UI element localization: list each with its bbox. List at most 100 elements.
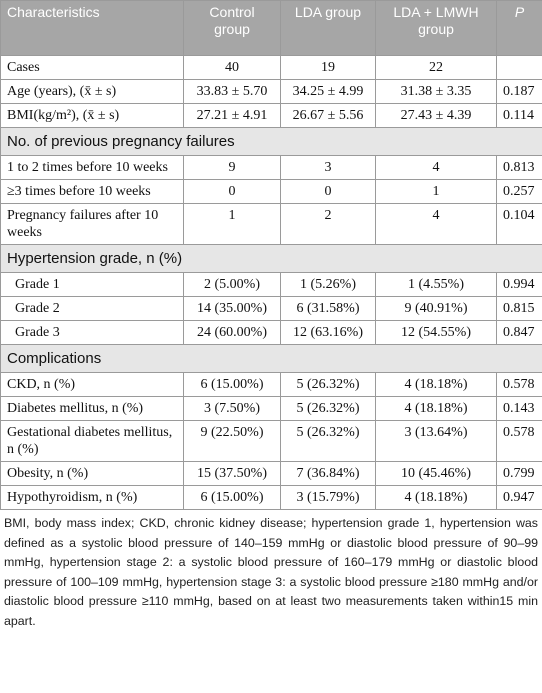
header-cell: Characteristics	[0, 0, 184, 56]
cell: 0.815	[496, 296, 542, 321]
cell: 3	[280, 155, 376, 180]
header-cell: LDA + LMWH group	[375, 0, 497, 56]
data-table: Characteristics Control group LDA group LDA…	[0, 0, 542, 510]
cell: 3 (7.50%)	[183, 396, 281, 421]
cell: 9 (40.91%)	[375, 296, 497, 321]
table-row: Cases 40 19 22	[0, 55, 542, 80]
cell: 22	[375, 55, 497, 80]
cell: 4	[375, 203, 497, 245]
cell: 0	[280, 179, 376, 204]
cell: 14 (35.00%)	[183, 296, 281, 321]
cell: 15 (37.50%)	[183, 461, 281, 486]
table-row: Grade 2 14 (35.00%) 6 (31.58%) 9 (40.91%) 0.…	[0, 296, 542, 321]
cell: 0.799	[496, 461, 542, 486]
cell: 6 (15.00%)	[183, 372, 281, 397]
cell: 0.257	[496, 179, 542, 204]
cell: 1	[183, 203, 281, 245]
cell: 1	[375, 179, 497, 204]
cell: 24 (60.00%)	[183, 320, 281, 345]
section-header: Hypertension grade, n (%)	[0, 244, 542, 273]
row-label: Grade 1	[0, 272, 184, 297]
row-label: Grade 3	[0, 320, 184, 345]
cell: 0.578	[496, 420, 542, 462]
table-row: Hypertension grade, n (%)	[0, 244, 542, 273]
row-label: 1 to 2 times before 10 weeks	[0, 155, 184, 180]
cell: 0.578	[496, 372, 542, 397]
page: Characteristics Control group LDA group LDA…	[0, 0, 542, 628]
cell: 6 (15.00%)	[183, 485, 281, 510]
table-row: Grade 3 24 (60.00%) 12 (63.16%) 12 (54.55%)…	[0, 320, 542, 345]
row-label: Diabetes mellitus, n (%)	[0, 396, 184, 421]
header-cell: LDA group	[280, 0, 376, 56]
cell: 31.38 ± 3.35	[375, 79, 497, 104]
row-label: Obesity, n (%)	[0, 461, 184, 486]
section-header: Complications	[0, 344, 542, 373]
header-cell: Control group	[183, 0, 281, 56]
cell: 5 (26.32%)	[280, 372, 376, 397]
row-label: CKD, n (%)	[0, 372, 184, 397]
cell: 4 (18.18%)	[375, 485, 497, 510]
cell: 0.947	[496, 485, 542, 510]
cell: 7 (36.84%)	[280, 461, 376, 486]
cell: 40	[183, 55, 281, 80]
row-label: Hypothyroidism, n (%)	[0, 485, 184, 510]
cell: 2	[280, 203, 376, 245]
table-row: Obesity, n (%) 15 (37.50%) 7 (36.84%) 10 (4…	[0, 461, 542, 486]
cell: 0.847	[496, 320, 542, 345]
table-row: No. of previous pregnancy failures	[0, 127, 542, 156]
cell: 12 (54.55%)	[375, 320, 497, 345]
section-header: No. of previous pregnancy failures	[0, 127, 542, 156]
cell: 10 (45.46%)	[375, 461, 497, 486]
table-body: Cases 40 19 22 Age (years), (x̄ ± s) 33.83 ± …	[0, 55, 542, 510]
row-label: Grade 2	[0, 296, 184, 321]
row-label: BMI(kg/m²), (x̄ ± s)	[0, 103, 184, 128]
cell: 6 (31.58%)	[280, 296, 376, 321]
table-row: Gestational diabetes mellitus, n (%) 9 (2…	[0, 420, 542, 462]
cell: 4	[375, 155, 497, 180]
cell: 9 (22.50%)	[183, 420, 281, 462]
footnote: BMI, body mass index; CKD, chronic kidne…	[4, 516, 538, 628]
cell: 4 (18.18%)	[375, 372, 497, 397]
cell: 4 (18.18%)	[375, 396, 497, 421]
cell: 9	[183, 155, 281, 180]
row-label: Gestational diabetes mellitus, n (%)	[0, 420, 184, 462]
table-row: ≥3 times before 10 weeks 0 0 1 0.257	[0, 179, 542, 204]
cell: 1 (4.55%)	[375, 272, 497, 297]
table-row: BMI(kg/m²), (x̄ ± s) 27.21 ± 4.91 26.67 ± …	[0, 103, 542, 128]
row-label: Cases	[0, 55, 184, 80]
cell: 33.83 ± 5.70	[183, 79, 281, 104]
cell: 27.43 ± 4.39	[375, 103, 497, 128]
table-row: Age (years), (x̄ ± s) 33.83 ± 5.70 34.25 ±…	[0, 79, 542, 104]
cell: 1 (5.26%)	[280, 272, 376, 297]
table-row: Diabetes mellitus, n (%) 3 (7.50%) 5 (26.3…	[0, 396, 542, 421]
cell: 0.994	[496, 272, 542, 297]
cell	[496, 55, 542, 80]
table-row: Hypothyroidism, n (%) 6 (15.00%) 3 (15.79%…	[0, 485, 542, 510]
header-cell: P	[496, 0, 542, 56]
cell: 0.114	[496, 103, 542, 128]
table-row: Pregnancy failures after 10 weeks 1 2 4 0.10…	[0, 203, 542, 245]
cell: 3 (15.79%)	[280, 485, 376, 510]
cell: 27.21 ± 4.91	[183, 103, 281, 128]
cell: 0.143	[496, 396, 542, 421]
cell: 0.813	[496, 155, 542, 180]
cell: 19	[280, 55, 376, 80]
cell: 0.187	[496, 79, 542, 104]
cell: 2 (5.00%)	[183, 272, 281, 297]
cell: 3 (13.64%)	[375, 420, 497, 462]
table-row: CKD, n (%) 6 (15.00%) 5 (26.32%) 4 (18.18%)…	[0, 372, 542, 397]
table-row: Complications	[0, 344, 542, 373]
row-label: Pregnancy failures after 10 weeks	[0, 203, 184, 245]
row-label: ≥3 times before 10 weeks	[0, 179, 184, 204]
cell: 5 (26.32%)	[280, 420, 376, 462]
cell: 5 (26.32%)	[280, 396, 376, 421]
cell: 26.67 ± 5.56	[280, 103, 376, 128]
row-label: Age (years), (x̄ ± s)	[0, 79, 184, 104]
cell: 0	[183, 179, 281, 204]
cell: 12 (63.16%)	[280, 320, 376, 345]
cell: 34.25 ± 4.99	[280, 79, 376, 104]
table-row: 1 to 2 times before 10 weeks 9 3 4 0.813	[0, 155, 542, 180]
cell: 0.104	[496, 203, 542, 245]
header-row: Characteristics Control group LDA group LDA…	[0, 0, 542, 56]
